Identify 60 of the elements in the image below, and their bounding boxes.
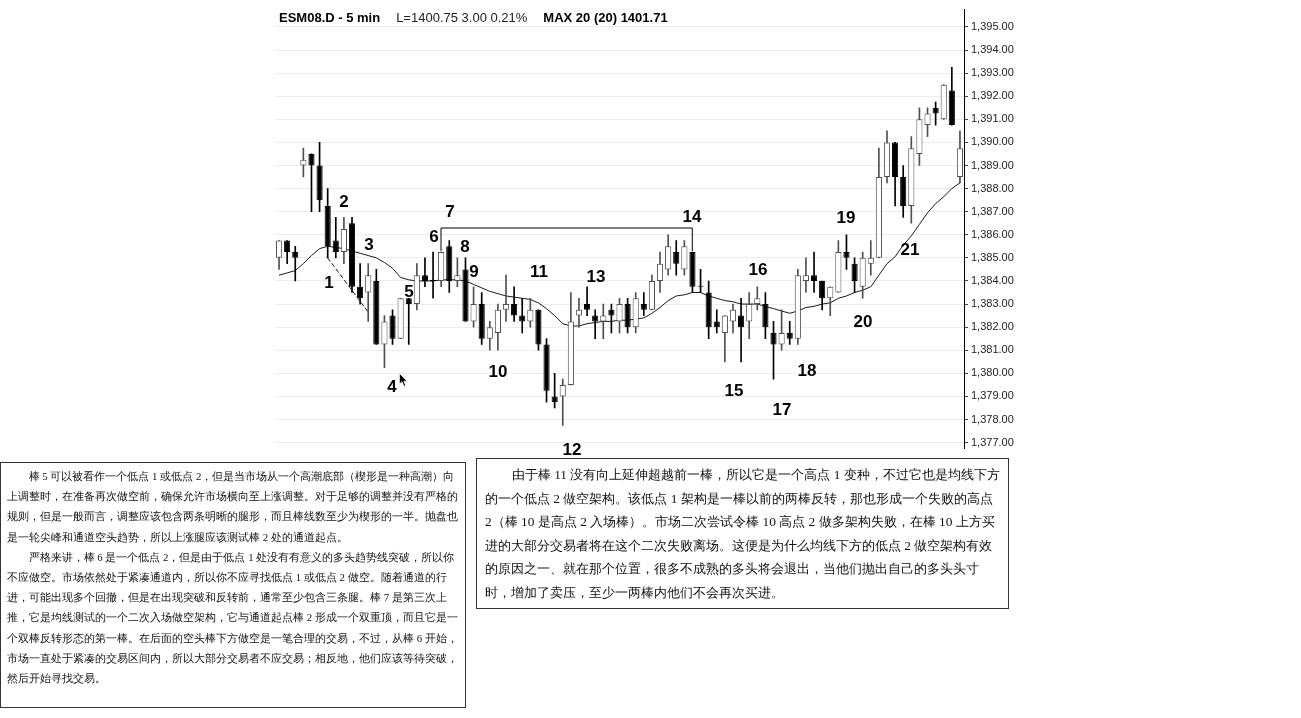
y-tick-label: 1,377.00 — [971, 435, 1014, 448]
candlestick — [502, 274, 510, 322]
annotation: 12 — [562, 439, 582, 459]
annotation: 17 — [772, 399, 792, 419]
candlestick — [559, 378, 566, 426]
candlestick — [810, 251, 818, 293]
y-tick-label: 1,389.00 — [971, 158, 1014, 171]
y-tick-label: 1,379.00 — [971, 389, 1014, 402]
candlestick — [429, 251, 437, 299]
candlestick — [802, 257, 810, 293]
candlestick — [584, 286, 591, 316]
y-tick-label: 1,380.00 — [971, 366, 1014, 379]
y-tick-label: 1,386.00 — [971, 227, 1014, 240]
y-tick-label: 1,385.00 — [971, 250, 1014, 263]
annotation: 8 — [460, 236, 470, 256]
y-tick-label: 1,387.00 — [971, 204, 1014, 217]
annotation: 2 — [339, 191, 349, 211]
annotation: 14 — [682, 206, 702, 226]
annotation: 3 — [364, 234, 374, 254]
candlestick — [292, 245, 299, 282]
text: 严格来讲，棒 6 是一个低点 2，但是由于低点 1 处没有有意义的多头趋势线突破，所以你不应做空。市场依然处于紧凑通道内，所以你不应寻找低点 1 或低点 2 做空。随着通道的行进，可能出现多个回撤，但是在出现突破和反转前，通常至少包含三条腿。棒 7 是第三次上推，它是均线测试的一个二次入场做空架构，它与通道起点棒 2 形成一个双重顶，而且它是一个双棒反转形态的第一棒。在后面的空头棒下方做空是一笔合理的交易，不过，从棒 6 开始，市场一直处于紧凑的交易区间内，所以大部分交易者不应交易；相反地，他们应该等待突破，然后开始寻找交易。 — [7, 549, 459, 687]
y-tick-label: 1,392.00 — [971, 89, 1014, 102]
annotation: 20 — [853, 311, 873, 331]
y-tick-label: 1,393.00 — [971, 66, 1014, 79]
text: 由于棒 11 没有向上延伸超越前一棒，所以它是一个高点 1 变种，不过它也是均线下方的一个低点 2 做空架构。该低点 1 架构是一棒以前的两棒反转，那也形成一个失败的高点 2（棒 10 是高点 2 入场棒）。市场二次尝试令棒 10 高点 2 做多架构失败，在棒 10 上方买进的大部分交易者将在这个二次失败离场。这便是为什么均线下方的低点 2 做空架构有效的原因之一、就在那个位置，很多不成熟的多头将会退出，当他们抛出自己的多头头寸时，增加了卖压，至少一两棒内他们不会再次买进。 — [485, 466, 1000, 602]
y-tick-label: 1,391.00 — [971, 112, 1014, 125]
y-tick-label: 1,394.00 — [971, 43, 1014, 56]
annotation: 1 — [324, 272, 334, 292]
annotation: 7 — [445, 201, 455, 221]
text: 棒 5 可以被看作一个低点 1 或低点 2，但是当市场从一个高潮底部（楔形是一种高潮）向上调整时，在准备再次做空前，确保允许市场横向至上涨调整。对于足够的调整并没有严格的规则，但是一般而言，调整应该包含两条明晰的腿形，而且棒线数至少为楔形的一半。抛盘也是一轮尖峰和通道空头趋势，所以上涨腿应该测试棒 2 处的通道起点。 — [7, 469, 459, 545]
annotation: 9 — [469, 261, 479, 281]
annotation: 16 — [748, 259, 768, 279]
annotation: 19 — [836, 207, 856, 227]
text: MAX 20 (20) 1401.71 — [543, 10, 668, 26]
chart-title: ESM08.D - 5 min — [279, 10, 381, 26]
candlestick — [786, 321, 793, 345]
candlestick — [754, 286, 761, 311]
annotation: 18 — [797, 360, 817, 380]
candlestick — [867, 240, 874, 276]
annotation: 6 — [429, 226, 439, 246]
candlestick — [575, 297, 583, 328]
annotation: 5 — [404, 281, 414, 301]
y-tick-label: 1,383.00 — [971, 297, 1014, 310]
y-tick-label: 1,384.00 — [971, 273, 1014, 286]
chart-subtitle: L=1400.75 3.00 0.21% — [396, 10, 528, 26]
y-tick-label: 1,388.00 — [971, 181, 1014, 194]
candlestick — [640, 292, 647, 316]
y-tick-label: 1,382.00 — [971, 320, 1014, 333]
annotation: 21 — [900, 239, 920, 259]
candlestick — [405, 297, 412, 345]
annotation: 4 — [387, 376, 398, 396]
y-tick-label: 1,390.00 — [971, 135, 1014, 148]
annotation: 10 — [488, 361, 508, 381]
y-tick-label: 1,378.00 — [971, 412, 1014, 425]
annotation: 11 — [530, 261, 548, 281]
y-tick-label: 1,381.00 — [971, 343, 1014, 356]
annotation: 13 — [586, 266, 606, 286]
annotation: 15 — [724, 380, 744, 400]
y-tick-label: 1,395.00 — [971, 19, 1014, 32]
candlestick — [421, 257, 429, 288]
